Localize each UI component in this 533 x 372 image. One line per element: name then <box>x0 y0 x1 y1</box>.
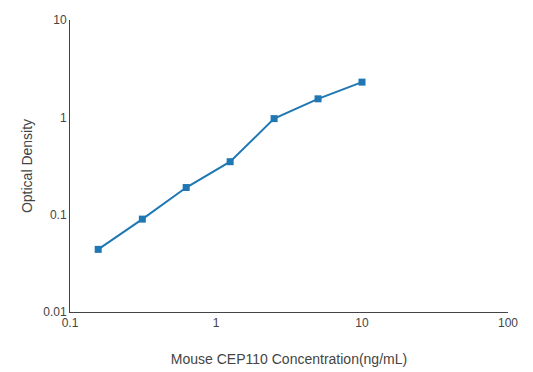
svg-text:Mouse CEP110 Concentration(ng/: Mouse CEP110 Concentration(ng/mL) <box>171 351 407 367</box>
svg-text:1: 1 <box>213 316 220 330</box>
svg-text:0.1: 0.1 <box>50 208 67 222</box>
svg-text:10: 10 <box>355 316 369 330</box>
svg-text:1: 1 <box>60 111 67 125</box>
svg-text:100: 100 <box>498 316 518 330</box>
svg-text:0.01: 0.01 <box>43 305 67 319</box>
svg-text:10: 10 <box>53 13 67 27</box>
svg-text:0.1: 0.1 <box>62 316 79 330</box>
svg-text:Optical Density: Optical Density <box>19 119 35 213</box>
